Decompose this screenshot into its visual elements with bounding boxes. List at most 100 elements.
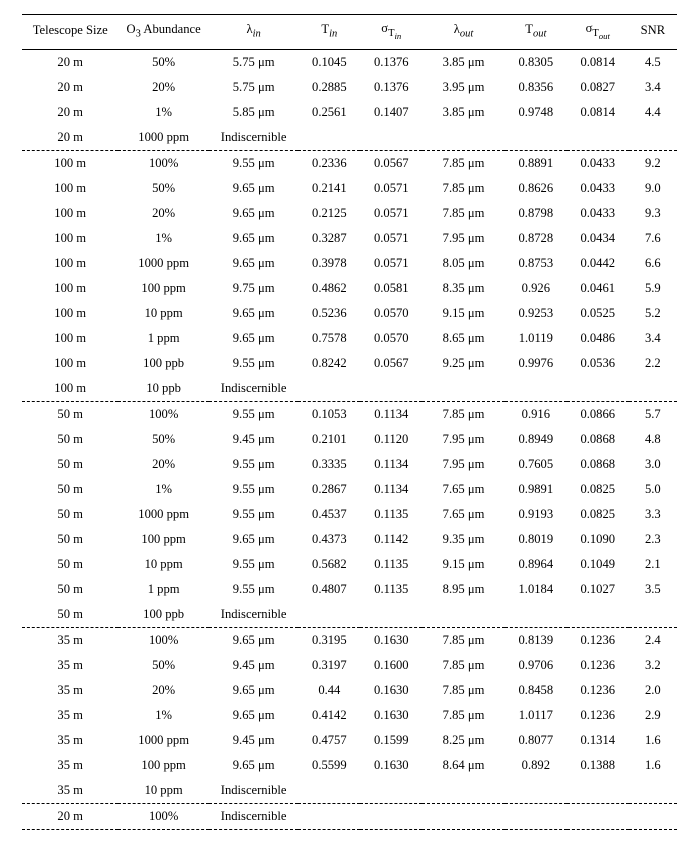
cell-snr: 9.0 [629, 176, 677, 201]
cell-tout: 0.926 [505, 276, 567, 301]
cell-stout: 0.0814 [567, 49, 629, 75]
cell-stin [360, 803, 422, 829]
cell-snr: 1.6 [629, 753, 677, 778]
cell-o3: 100% [118, 803, 209, 829]
cell-tout: 0.8798 [505, 201, 567, 226]
table-row: 35 m1%9.65 μm0.41420.16307.85 μm1.01170.… [22, 703, 677, 728]
cell-stin [360, 376, 422, 402]
cell-stin: 0.0571 [360, 201, 422, 226]
cell-snr: 9.2 [629, 150, 677, 176]
col-sigma-t-in: σTin [360, 15, 422, 50]
cell-tin: 0.5682 [298, 552, 360, 577]
cell-stout: 0.1236 [567, 678, 629, 703]
header-label: Tout [525, 22, 546, 36]
cell-snr: 5.9 [629, 276, 677, 301]
cell-lout: 8.35 μm [422, 276, 505, 301]
cell-stin: 0.1599 [360, 728, 422, 753]
cell-lout: 9.35 μm [422, 527, 505, 552]
cell-lout: 7.85 μm [422, 201, 505, 226]
cell-stin: 0.1135 [360, 577, 422, 602]
cell-lout: 8.65 μm [422, 326, 505, 351]
cell-stin: 0.1376 [360, 75, 422, 100]
cell-o3: 20% [118, 452, 209, 477]
cell-o3: 100% [118, 627, 209, 653]
table-row: 20 m20%5.75 μm0.28850.13763.95 μm0.83560… [22, 75, 677, 100]
cell-o3: 50% [118, 49, 209, 75]
cell-stout: 0.0868 [567, 452, 629, 477]
cell-stout [567, 376, 629, 402]
cell-stin: 0.1630 [360, 678, 422, 703]
cell-o3: 1% [118, 226, 209, 251]
cell-stout: 0.0433 [567, 176, 629, 201]
cell-snr: 2.0 [629, 678, 677, 703]
cell-tout: 0.9748 [505, 100, 567, 125]
cell-snr [629, 778, 677, 804]
table-row: 20 m1%5.85 μm0.25610.14073.85 μm0.97480.… [22, 100, 677, 125]
cell-lin: 9.65 μm [209, 201, 298, 226]
cell-tout: 0.9976 [505, 351, 567, 376]
table-row: 50 m20%9.55 μm0.33350.11347.95 μm0.76050… [22, 452, 677, 477]
table-row: 100 m100%9.55 μm0.23360.05677.85 μm0.889… [22, 150, 677, 176]
cell-lin: 9.45 μm [209, 728, 298, 753]
col-telescope-size: Telescope Size [22, 15, 118, 50]
cell-lout: 3.95 μm [422, 75, 505, 100]
cell-tout: 0.9706 [505, 653, 567, 678]
cell-o3: 100 ppm [118, 527, 209, 552]
cell-tout: 0.8949 [505, 427, 567, 452]
table-row: 100 m1000 ppm9.65 μm0.39780.05718.05 μm0… [22, 251, 677, 276]
cell-lin: 9.45 μm [209, 653, 298, 678]
cell-tel: 50 m [22, 527, 118, 552]
cell-stout: 0.0433 [567, 201, 629, 226]
cell-o3: 20% [118, 75, 209, 100]
table-row: 35 m100 ppm9.65 μm0.55990.16308.64 μm0.8… [22, 753, 677, 778]
cell-tin: 0.8242 [298, 351, 360, 376]
cell-stout [567, 803, 629, 829]
cell-stin: 0.1630 [360, 627, 422, 653]
cell-tin: 0.3195 [298, 627, 360, 653]
cell-tel: 50 m [22, 502, 118, 527]
cell-lin: 9.75 μm [209, 276, 298, 301]
cell-lin: Indiscernible [209, 602, 298, 628]
cell-tout: 0.8019 [505, 527, 567, 552]
cell-tout: 0.8077 [505, 728, 567, 753]
cell-tel: 20 m [22, 803, 118, 829]
cell-lin: 9.65 μm [209, 326, 298, 351]
cell-lin: 9.55 μm [209, 452, 298, 477]
table-row: 20 m50%5.75 μm0.10450.13763.85 μm0.83050… [22, 49, 677, 75]
cell-tin: 0.4862 [298, 276, 360, 301]
cell-stout: 0.0866 [567, 401, 629, 427]
cell-tin: 0.2885 [298, 75, 360, 100]
header-label: SNR [641, 23, 666, 37]
cell-stin [360, 602, 422, 628]
cell-lout: 3.85 μm [422, 49, 505, 75]
cell-tel: 35 m [22, 627, 118, 653]
cell-stin: 0.1134 [360, 477, 422, 502]
table-row: 100 m10 ppbIndiscernible [22, 376, 677, 402]
table-row: 35 m100%9.65 μm0.31950.16307.85 μm0.8139… [22, 627, 677, 653]
cell-stout: 0.0814 [567, 100, 629, 125]
cell-o3: 10 ppb [118, 376, 209, 402]
cell-tout [505, 376, 567, 402]
cell-snr: 3.4 [629, 326, 677, 351]
table-row: 100 m100 ppm9.75 μm0.48620.05818.35 μm0.… [22, 276, 677, 301]
cell-tin: 0.2867 [298, 477, 360, 502]
cell-lout [422, 602, 505, 628]
cell-lout: 7.85 μm [422, 401, 505, 427]
cell-lin: 9.65 μm [209, 678, 298, 703]
cell-tel: 50 m [22, 401, 118, 427]
cell-stin: 0.1135 [360, 552, 422, 577]
cell-snr: 3.5 [629, 577, 677, 602]
cell-stout: 0.0433 [567, 150, 629, 176]
cell-lin: 5.75 μm [209, 75, 298, 100]
cell-stin [360, 778, 422, 804]
cell-snr: 3.0 [629, 452, 677, 477]
cell-tel: 100 m [22, 376, 118, 402]
cell-tel: 100 m [22, 251, 118, 276]
cell-lout: 7.85 μm [422, 627, 505, 653]
cell-tin [298, 376, 360, 402]
cell-snr: 5.2 [629, 301, 677, 326]
cell-lout: 7.65 μm [422, 477, 505, 502]
col-o3-abundance: O3 Abundance [118, 15, 209, 50]
cell-stout: 0.1236 [567, 703, 629, 728]
cell-tel: 20 m [22, 125, 118, 151]
